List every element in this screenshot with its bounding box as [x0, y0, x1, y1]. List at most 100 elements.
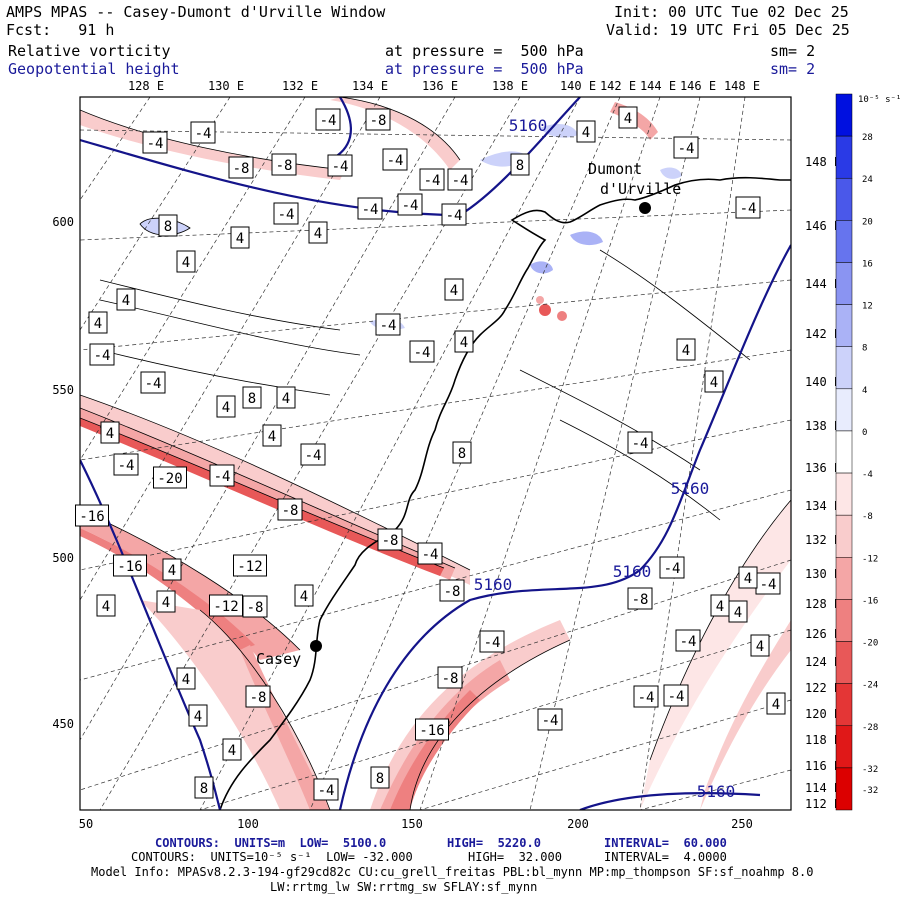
svg-text:-4: -4: [402, 198, 419, 214]
svg-text:8: 8: [516, 158, 524, 174]
left-y-axis: 600 550 500 450: [52, 215, 74, 731]
vorticity-contour-interval: INTERVAL= 4.0000: [604, 850, 727, 864]
top-axis-tick: 138 E: [492, 79, 528, 93]
colorbar-swatch: [835, 641, 853, 684]
vorticity-contour-label: 4: [156, 590, 176, 613]
top-axis-tick: 128 E: [128, 79, 164, 93]
svg-text:-4: -4: [147, 136, 164, 152]
svg-text:8: 8: [200, 781, 208, 797]
right-axis-tick: 140 E: [805, 375, 841, 389]
colorbar-label: 28: [862, 133, 873, 143]
vorticity-contour-label: 8: [370, 766, 390, 789]
field1-name: Relative vorticity: [8, 42, 171, 60]
colorbar-label: -28: [862, 723, 878, 733]
vorticity-contour-label: -20: [153, 466, 187, 489]
svg-text:-4: -4: [94, 348, 111, 364]
svg-text:4: 4: [122, 293, 130, 309]
bottom-axis-tick: 50: [79, 817, 93, 831]
svg-text:-4: -4: [214, 469, 231, 485]
vorticity-contour-label: -8: [377, 528, 403, 551]
right-axis-tick: 134 E: [805, 499, 841, 513]
geopotential-label: 5160: [613, 562, 652, 581]
vorticity-contour-label: -4: [659, 556, 685, 579]
vorticity-contour-label: -4: [300, 443, 326, 466]
vorticity-contour-label: -4: [417, 542, 443, 565]
vorticity-contour-label: 4: [176, 250, 196, 273]
vorticity-contour-label: 4: [188, 704, 208, 727]
vorticity-contour-label: -4: [382, 148, 408, 171]
colorbar-label: -20: [862, 639, 878, 649]
svg-text:-4: -4: [664, 561, 681, 577]
svg-text:-8: -8: [370, 113, 387, 129]
vorticity-contour-label: -4: [327, 154, 353, 177]
vorticity-contour-label: 8: [452, 441, 472, 464]
geopotential-label-layer: 5160 5160 5160 5160 5160: [474, 116, 736, 801]
colorbar-swatch: [835, 514, 853, 558]
svg-text:-12: -12: [213, 599, 238, 615]
svg-text:4: 4: [716, 599, 724, 615]
vorticity-contour-label: 4: [576, 120, 596, 143]
vorticity-contour-label: 4: [710, 594, 730, 617]
svg-text:4: 4: [268, 429, 276, 445]
svg-text:-4: -4: [424, 173, 441, 189]
colorbar-label: -32: [862, 786, 878, 796]
svg-text:-8: -8: [247, 600, 264, 616]
svg-text:-4: -4: [380, 318, 397, 334]
svg-text:4: 4: [228, 743, 236, 759]
colorbar-swatch: [835, 557, 853, 600]
vorticity-contour-label: -4: [142, 131, 168, 154]
vorticity-contour-label: 4: [738, 566, 758, 589]
vorticity-contour-label: -8: [271, 153, 297, 176]
vorticity-contour-label: 4: [750, 634, 770, 657]
map-title: AMPS MPAS -- Casey-Dumont d'Urville Wind…: [6, 3, 386, 21]
colorbar-label: -12: [862, 554, 878, 564]
vorticity-contour-label: -4: [479, 630, 505, 653]
bottom-axis-tick: 250: [731, 817, 753, 831]
vorticity-contour-label: -8: [277, 498, 303, 521]
right-longitude-axis: 148 E 146 E 144 E 142 E 140 E 138 E 136 E 134 E…: [805, 155, 841, 811]
vorticity-contour-label: 4: [454, 330, 474, 353]
geopotential-contour-interval: INTERVAL= 60.000: [604, 836, 727, 850]
colorbar-label: -4: [862, 470, 873, 480]
casey-label: Casey: [256, 650, 301, 668]
field1-smoothing: sm= 2: [770, 42, 816, 60]
svg-text:4: 4: [582, 125, 590, 141]
colorbar-label: 0: [862, 428, 867, 438]
svg-text:-20: -20: [157, 471, 182, 487]
dumont-durville-station-marker: [639, 202, 651, 214]
right-axis-tick: 114 E: [805, 781, 841, 795]
svg-text:-12: -12: [237, 559, 262, 575]
vorticity-contour-label: 4: [88, 311, 108, 334]
field2-smoothing: sm= 2: [770, 60, 816, 78]
svg-text:-8: -8: [282, 503, 299, 519]
model-info: Model Info: MPASv8.2.3-194-gf29cd82c CU:…: [91, 865, 814, 879]
vorticity-contour-high: HIGH= 32.000: [468, 850, 562, 864]
vorticity-contour-label: -4: [113, 453, 139, 476]
map-frame: [79, 96, 792, 811]
svg-text:-4: -4: [740, 201, 757, 217]
colorbar-swatch: [835, 220, 853, 263]
svg-text:-4: -4: [414, 345, 431, 361]
vorticity-contour-label: -4: [397, 193, 423, 216]
right-axis-tick: 116 E: [805, 759, 841, 773]
right-axis-tick: 132 E: [805, 533, 841, 547]
svg-text:-8: -8: [250, 690, 267, 706]
svg-text:4: 4: [460, 335, 468, 351]
svg-text:-4: -4: [760, 577, 777, 593]
colorbar-label: 4: [862, 386, 867, 396]
svg-text:-8: -8: [276, 158, 293, 174]
colorbar-swatch: [835, 683, 853, 727]
vorticity-contour-label: -16: [415, 718, 449, 741]
geopotential-label: 5160: [671, 479, 710, 498]
vorticity-contour-info: CONTOURS: UNITS=10⁻⁵ s⁻¹ LOW= -32.000: [131, 850, 413, 864]
valid-time: Valid: 19 UTC Fri 05 Dec 25: [606, 21, 850, 39]
vorticity-contour-label: -4: [441, 203, 467, 226]
geopotential-contour-high: HIGH= 5220.0: [447, 836, 541, 850]
vorticity-contour-label: -8: [228, 156, 254, 179]
right-axis-tick: 112 E: [805, 797, 841, 811]
vorticity-colorbar: 10⁻⁵ s⁻¹ 28 24 20 16 12 8 4 0 -4 -8 -12 -16 -20 -24 -28…: [835, 93, 900, 811]
vorticity-contour-label: -8: [627, 587, 653, 610]
vorticity-contour-label: 4: [230, 226, 250, 249]
casey-station-marker: [310, 640, 322, 652]
svg-text:4: 4: [710, 375, 718, 391]
